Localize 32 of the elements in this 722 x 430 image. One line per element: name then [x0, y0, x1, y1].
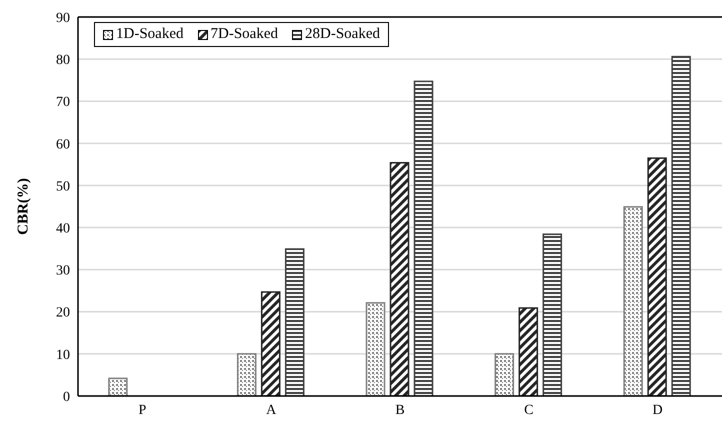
y-tick-label: 90: [56, 10, 70, 26]
x-tick-label: P: [138, 402, 146, 418]
y-tick-label: 70: [56, 95, 70, 110]
bar: [366, 302, 386, 396]
bar: [260, 291, 280, 396]
y-tick-label: 50: [56, 179, 70, 194]
legend-label: 28D-Soaked: [304, 26, 380, 43]
y-tick-label: 80: [56, 53, 70, 68]
y-tick-label: 40: [56, 222, 70, 237]
bar: [494, 353, 514, 396]
bar: [236, 353, 256, 396]
legend-label: 1D-Soaked: [115, 26, 184, 43]
bar: [414, 80, 434, 396]
bar: [671, 56, 691, 396]
legend-label: 7D-Soaked: [210, 26, 278, 43]
x-tick-label: D: [652, 402, 663, 418]
y-tick-label: 30: [56, 264, 70, 279]
bar: [647, 157, 667, 396]
x-tick-label: A: [266, 402, 278, 418]
y-tick-label: 60: [56, 137, 70, 152]
bar: [108, 378, 128, 396]
x-tick-label: B: [395, 402, 405, 418]
y-tick-label: 20: [56, 306, 70, 321]
bar: [623, 206, 643, 396]
y-tick-label: 0: [63, 390, 70, 405]
bar: [518, 307, 538, 396]
y-axis-title: CBR(%): [15, 178, 32, 235]
x-tick-label: C: [524, 402, 534, 418]
bar: [542, 234, 562, 396]
bar: [390, 162, 410, 396]
y-tick-label: 10: [56, 348, 70, 363]
bar: [284, 248, 304, 396]
